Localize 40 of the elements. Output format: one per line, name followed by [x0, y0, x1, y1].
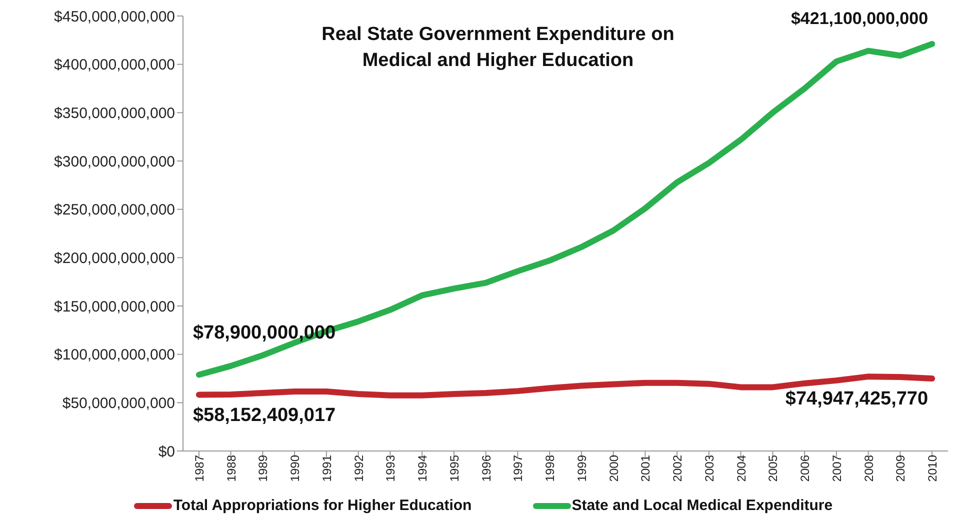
x-tick-label: 1987 — [192, 454, 206, 482]
x-tick-label: 2005 — [766, 454, 780, 482]
y-tick-label: $200,000,000,000 — [54, 250, 175, 267]
x-tick-label: 2000 — [606, 454, 621, 482]
y-tick-label: $300,000,000,000 — [54, 153, 175, 170]
x-tick-label: 2009 — [894, 454, 908, 482]
x-tick-label: 2004 — [734, 454, 748, 482]
annotation: $58,152,409,017 — [192, 404, 336, 426]
legend-label: State and Local Medical Expenditure — [570, 497, 833, 514]
annotation: $421,100,000,000 — [790, 8, 928, 28]
x-tick-label: 2006 — [798, 454, 812, 482]
x-tick-label: 1990 — [288, 454, 302, 482]
y-tick-label: $400,000,000,000 — [54, 56, 175, 74]
x-tick-label: 1994 — [416, 454, 430, 482]
x-tick-label: 2010 — [926, 454, 940, 482]
x-tick-label: 2007 — [830, 454, 844, 482]
y-tick-label: $450,000,000,000 — [54, 8, 175, 26]
y-tick-label: $100,000,000,000 — [54, 346, 175, 364]
x-tick-label: 1991 — [320, 454, 334, 482]
y-tick-label: $50,000,000,000 — [62, 394, 175, 412]
text: Real State Government Expenditure on Medical and Higher Education — [320, 23, 676, 73]
x-tick-label: 1999 — [574, 454, 589, 482]
x-tick-label: 1995 — [447, 454, 462, 482]
legend-label: Total Appropriations for Higher Education — [172, 497, 472, 514]
y-tick-label: $150,000,000,000 — [54, 298, 175, 316]
x-tick-label: 1992 — [352, 454, 366, 482]
x-tick-label: 1988 — [224, 454, 238, 482]
y-tick-label: $250,000,000,000 — [54, 202, 175, 219]
x-tick-label: 1998 — [543, 454, 558, 482]
x-tick-label: 1993 — [384, 454, 398, 482]
x-tick-label: 1989 — [256, 454, 270, 482]
x-tick-label: 2001 — [638, 454, 653, 482]
x-tick-label: 2003 — [702, 454, 716, 482]
y-tick-label: $350,000,000,000 — [54, 104, 175, 122]
x-tick-label: 1996 — [479, 454, 494, 482]
x-tick-label: 2002 — [670, 454, 685, 482]
y-tick-label: $0 — [158, 443, 175, 460]
x-tick-label: 2008 — [862, 454, 876, 482]
annotation: $74,947,425,770 — [785, 388, 928, 410]
x-tick-label: 1997 — [511, 454, 526, 482]
